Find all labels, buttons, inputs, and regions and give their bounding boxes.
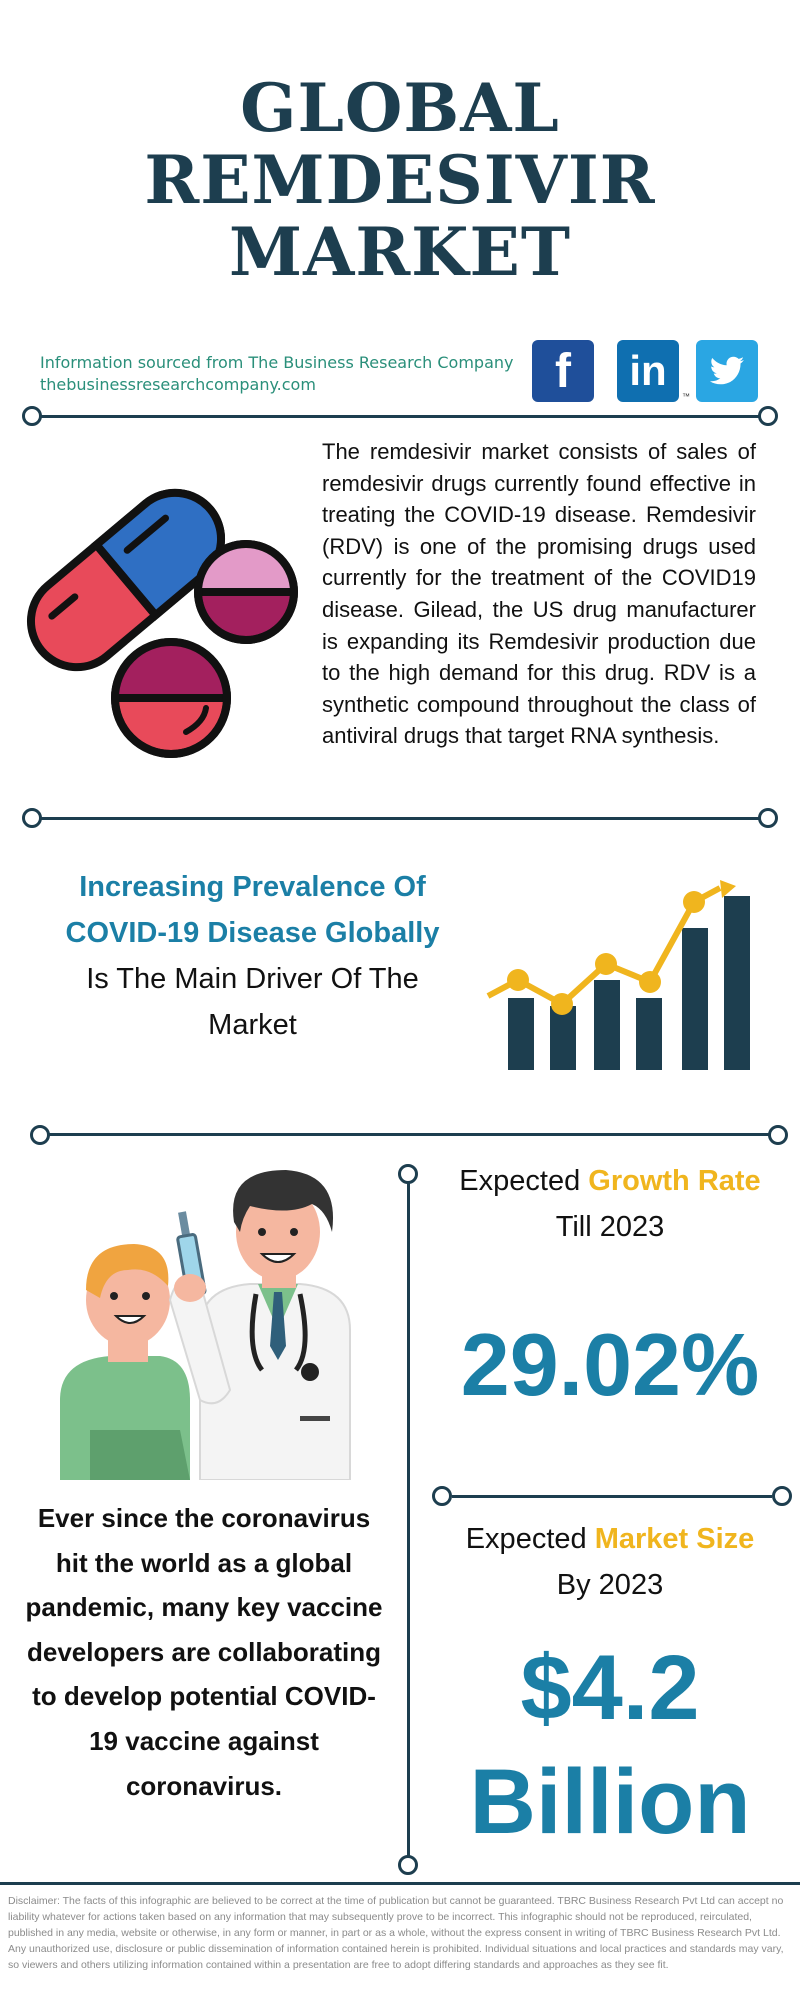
divider-node	[22, 406, 42, 426]
divider-node	[758, 406, 778, 426]
bar-chart-trend-icon	[486, 880, 750, 1070]
market-size-highlight: Market Size	[594, 1523, 755, 1555]
source-line: Information sourced from The Business Re…	[40, 353, 514, 372]
page-title: GLOBAL REMDESIVIR MARKET	[0, 72, 800, 288]
divider-node	[398, 1164, 418, 1184]
vaccine-note: Ever since the coronavirus hit the world…	[25, 1503, 383, 1801]
section-divider-3	[46, 1133, 778, 1136]
title-line-3: MARKET	[229, 213, 571, 291]
growth-period: Till 2023	[555, 1211, 665, 1243]
trademark-mark: ™	[682, 392, 690, 401]
growth-highlight: Growth Rate	[588, 1165, 761, 1197]
market-description: The remdesivir market consists of sales …	[322, 439, 756, 749]
title-line-2: REMDESIVIR	[144, 141, 656, 219]
driver-text-2: Market	[208, 1009, 297, 1041]
disclaimer: Disclaimer: The facts of this infographi…	[8, 1895, 784, 1971]
source-info: Information sourced from The Business Re…	[40, 352, 513, 396]
market-size-value: $4.2	[520, 1637, 700, 1739]
market-driver: Increasing Prevalence Of COVID-19 Diseas…	[30, 864, 475, 1048]
growth-prefix: Expected	[459, 1165, 589, 1197]
pills-icon	[26, 488, 298, 758]
vertical-divider	[407, 1176, 410, 1866]
market-size-period: By 2023	[556, 1569, 664, 1601]
driver-highlight-2: COVID-19 Disease Globally	[65, 917, 440, 949]
section-divider-1	[36, 415, 768, 418]
driver-highlight-1: Increasing Prevalence Of	[79, 871, 426, 903]
twitter-icon[interactable]	[696, 340, 758, 402]
market-size-unit: Billion	[469, 1751, 751, 1853]
growth-rate-label: Expected Growth Rate Till 2023	[430, 1158, 790, 1250]
divider-node	[398, 1855, 418, 1875]
divider-node	[30, 1125, 50, 1145]
divider-node	[768, 1125, 788, 1145]
divider-node	[432, 1486, 452, 1506]
divider-node	[758, 808, 778, 828]
title-line-1: GLOBAL	[240, 69, 560, 147]
growth-rate-value: 29.02%	[460, 1315, 760, 1414]
divider-node	[22, 808, 42, 828]
source-link[interactable]: thebusinessresearchcompany.com	[40, 375, 316, 394]
market-size-label: Expected Market Size By 2023	[430, 1516, 790, 1608]
stats-divider	[452, 1495, 772, 1498]
driver-text-1: Is The Main Driver Of The	[86, 963, 419, 995]
divider-node	[772, 1486, 792, 1506]
section-divider-2	[36, 817, 768, 820]
market-size-prefix: Expected	[465, 1523, 595, 1555]
facebook-icon[interactable]: f	[532, 340, 594, 402]
doctor-vaccine-illustration	[60, 1170, 351, 1480]
linkedin-icon[interactable]: in	[617, 340, 679, 402]
disclaimer-divider	[0, 1882, 800, 1885]
